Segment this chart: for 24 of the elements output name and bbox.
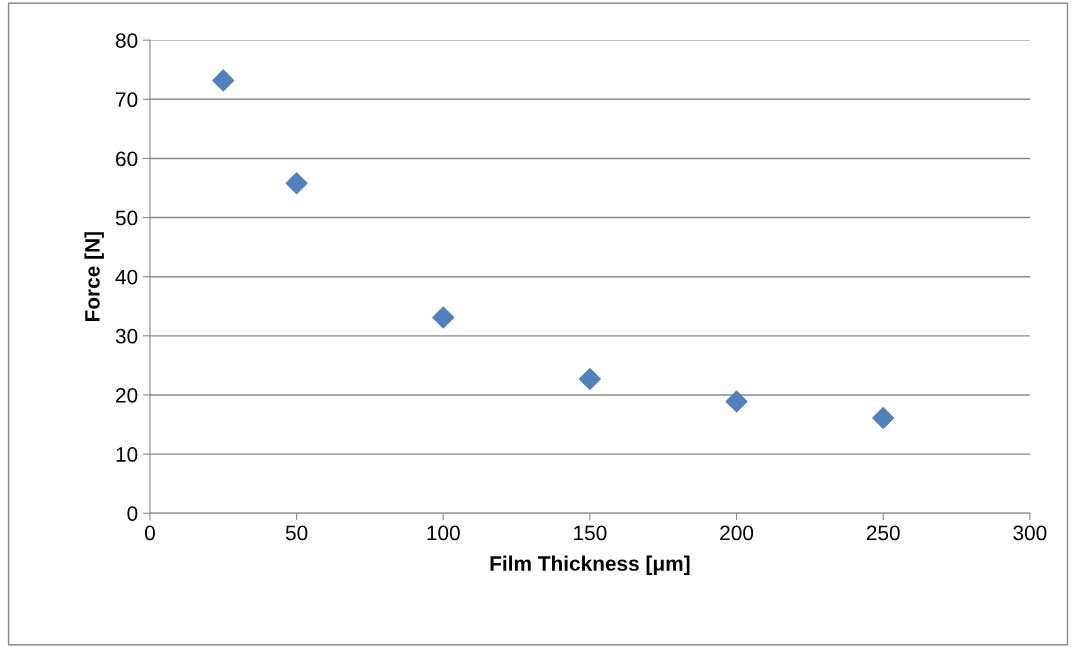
y-axis-title: Force [N] [84,232,104,322]
x-tick-label: 250 [866,525,900,541]
y-tick-label: 60 [116,151,138,167]
x-tick-label: 300 [1013,525,1047,541]
y-tick-label: 0 [127,506,138,521]
point [212,69,235,92]
x-axis-title: Film Thickness [μm] [490,555,690,575]
x-tick-label: 200 [720,525,754,541]
x-tick-label: 150 [574,525,607,541]
x-tick-label: 50 [285,525,308,541]
x-tick-label: 0 [144,525,155,541]
y-tick-label: 80 [115,33,138,48]
point [725,390,748,413]
y-tick-label: 30 [115,328,138,344]
y-tick-label: 70 [116,92,138,108]
y-tick-label: 40 [115,269,138,285]
y-tick-label: 50 [115,210,138,226]
x-tick-label: 100 [427,525,460,541]
y-tick-label: 10 [116,447,138,462]
y-tick-label: 20 [116,387,138,403]
point [285,172,308,195]
point [432,306,455,329]
point [872,407,895,430]
point [578,367,601,390]
